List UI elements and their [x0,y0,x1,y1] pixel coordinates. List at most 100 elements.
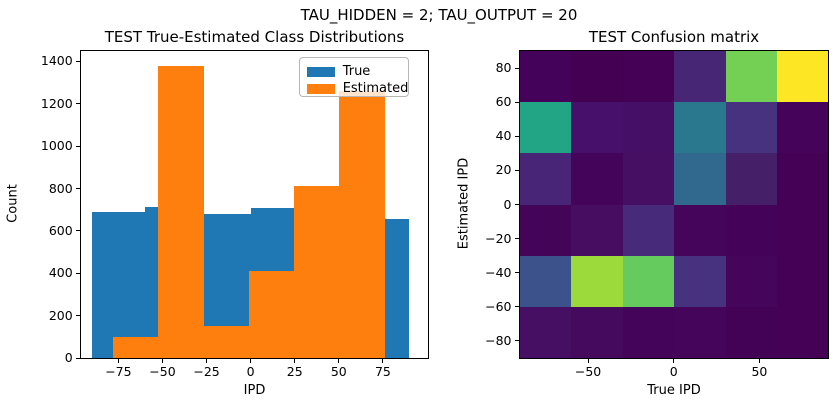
x-tick [294,359,296,363]
x-tick [338,359,340,363]
confusion-matrix-cell [570,51,623,102]
y-tick-label: −60 [485,298,512,314]
estimated-histogram-bar [158,65,204,358]
confusion-matrix-cell [519,153,571,205]
legend-label-true: True [342,64,371,79]
confusion-matrix-cell [673,256,726,307]
confusion-matrix-cell [725,307,777,358]
confusion-matrix-cell [673,102,726,153]
y-tick [514,67,519,69]
legend-entry-true: True [300,63,408,80]
confusion-matrix-cell [725,102,777,153]
y-tick [75,188,80,189]
y-tick [514,306,519,308]
histogram-title: TEST True-Estimated Class Distributions [104,28,405,46]
y-tick-label: 200 [48,307,73,323]
x-tick [758,359,760,363]
confusion-matrix-cell [673,51,726,102]
confusion-matrix-cell [673,205,726,256]
histogram-xaxis-label: IPD [243,383,266,398]
legend-entry-estimated: Estimated [300,80,408,97]
confusion-matrix-cell [725,153,777,205]
y-tick-label: −80 [485,332,512,348]
x-tick-label: −75 [105,364,132,379]
confusion-matrix-cell [673,307,726,358]
y-tick-label: 40 [495,128,512,144]
confusion-matrix-cell [776,51,829,102]
x-tick [382,359,384,363]
histogram-yaxis-label: Count [5,184,21,223]
legend-swatch-estimated [306,83,335,94]
confusion-matrix-cell [725,51,777,102]
x-tick [206,359,208,363]
legend-label-estimated: Estimated [342,81,409,96]
y-tick-label: 400 [48,265,73,281]
x-tick [117,359,119,363]
y-tick-label: 0 [503,196,512,212]
y-tick-label: 1400 [40,53,73,69]
confusion-matrix-cell [622,102,674,153]
y-tick-label: 1200 [40,95,73,111]
confusion-matrix-cell [570,153,623,205]
confusion-matrix-cell [570,102,623,153]
confusion-matrix-cell [519,102,571,153]
y-tick [514,169,519,171]
confusion-matrix-cell [622,307,674,358]
y-tick [75,272,80,274]
y-tick [75,357,80,359]
x-tick-label: −50 [574,364,602,379]
y-tick-label: −20 [485,230,512,246]
x-tick [587,359,589,363]
estimated-histogram-bar [248,271,295,358]
y-tick [514,238,519,240]
y-tick-label: 800 [48,180,73,196]
x-tick [162,359,163,363]
confusion-matrix-cell [519,51,571,102]
confusion-matrix-cell [776,256,829,307]
x-tick-label: 0 [246,364,255,379]
histogram-plot-area: −75 −50 −25 0 25 50 75 0 200 400 600 800 1000 1200 140… [41,50,429,379]
figure-suptitle: TAU_HIDDEN = 2; TAU_OUTPUT = 20 [300,6,578,24]
confusion-matrix-cell [776,307,829,358]
y-tick [75,145,80,147]
x-tick-label: −50 [149,364,176,379]
x-tick [673,359,675,363]
y-tick-label: 0 [64,350,73,365]
y-tick [75,60,80,62]
confusion-matrix-cell [622,153,674,205]
x-tick-label: 50 [330,364,347,379]
x-tick-label: 0 [669,364,678,379]
confusion-matrix-cell [725,256,777,307]
y-tick-label: 1000 [40,138,73,154]
legend-swatch-true [306,66,335,77]
y-tick [75,230,80,232]
confusion-matrix-cell [673,153,726,205]
y-tick [75,315,80,317]
estimated-histogram-bar [113,336,159,358]
estimated-histogram-bar [339,91,385,358]
confusion-matrix-xaxis-label: True IPD [647,383,701,398]
confusion-matrix-cell [519,256,571,307]
confusion-matrix-cell [622,256,674,307]
confusion-matrix-cell [776,102,829,153]
confusion-matrix-cell [519,307,571,358]
y-tick [514,272,519,274]
legend: True Estimated [298,57,409,97]
confusion-matrix-plot-area: −50 0 50 80 60 40 20 0 −20 −40 −60 −80 [485,50,829,379]
y-tick-label: −40 [485,264,512,280]
x-tick [250,359,252,363]
y-tick-label: 600 [48,222,73,238]
y-tick [514,340,519,342]
x-tick-label: −25 [193,364,220,379]
y-tick-label: 80 [495,60,512,76]
y-tick [514,135,519,137]
estimated-histogram-bar [294,186,340,358]
confusion-matrix-cell [776,153,829,205]
y-tick [514,101,519,103]
confusion-matrix-cell [725,205,777,256]
confusion-matrix-cell [570,205,623,256]
estimated-histogram-bar [203,326,249,358]
confusion-matrix-cell [622,205,674,256]
confusion-matrix-cell [570,256,623,307]
